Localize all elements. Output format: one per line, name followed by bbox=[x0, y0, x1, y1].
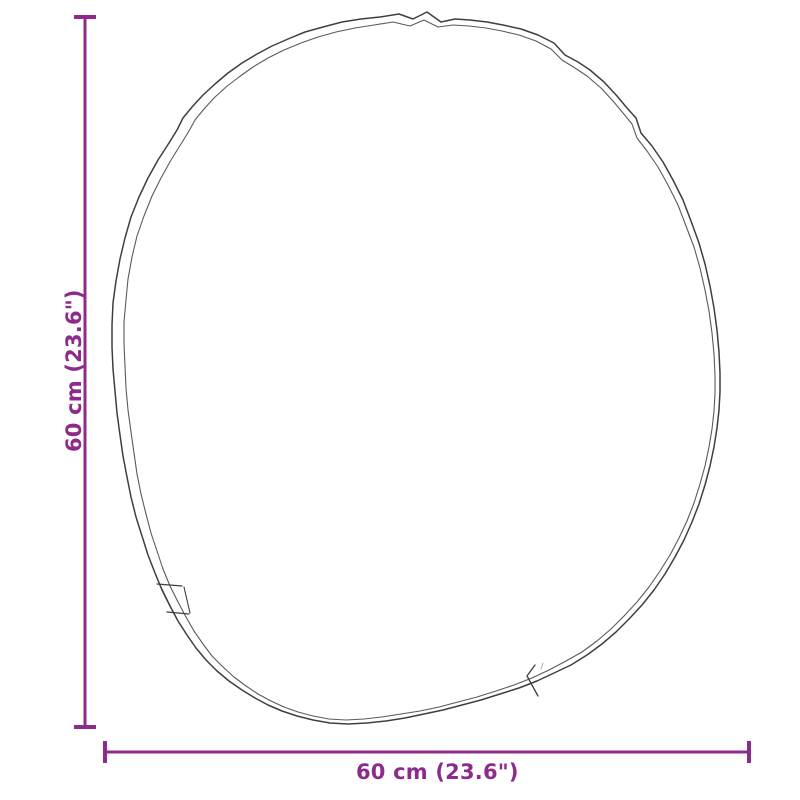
mirror-rim-notch-detail-lower bbox=[166, 611, 190, 615]
mirror-rim-notch-detail bbox=[156, 583, 183, 587]
width-dimension-label: 60 cm (23.6") bbox=[356, 760, 519, 784]
mirror-seam-detail bbox=[526, 664, 539, 697]
mirror-seam-hairline bbox=[540, 662, 544, 670]
height-dimension-label: 60 cm (23.6") bbox=[62, 289, 86, 452]
mirror-rim-notch-connector bbox=[159, 584, 191, 614]
mirror-outer-rim-path bbox=[111, 11, 721, 725]
mirror-outline-group bbox=[111, 11, 721, 725]
width-dimension-line-group bbox=[103, 741, 751, 763]
mirror-inner-rim-path bbox=[123, 19, 716, 721]
height-dimension-line-group bbox=[74, 15, 96, 729]
